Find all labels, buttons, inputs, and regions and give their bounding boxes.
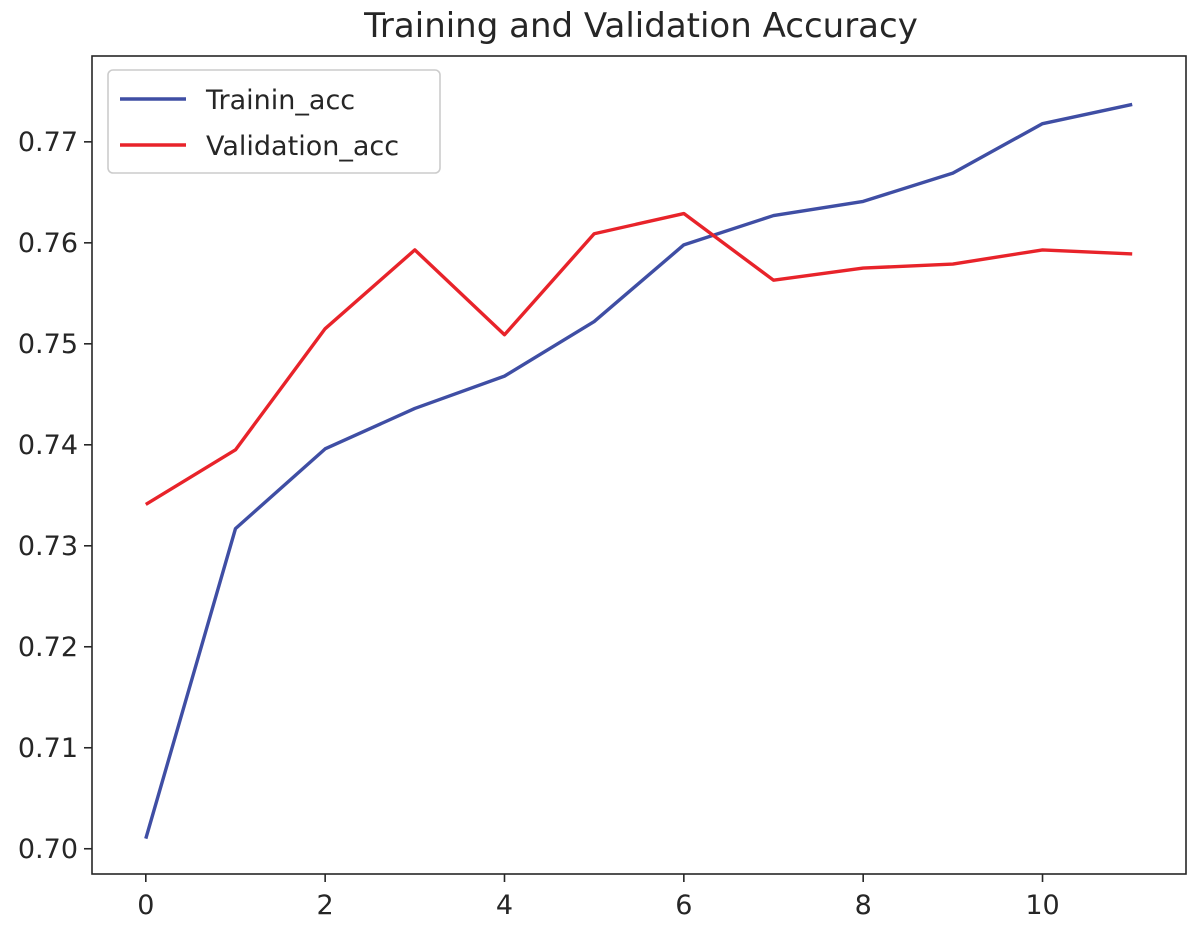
x-tick-label: 4 [496,890,513,921]
y-tick-label: 0.75 [18,329,78,360]
chart-title: Training and Validation Accuracy [363,6,918,46]
y-tick-label: 0.73 [18,531,78,562]
series-line-training [144,102,1133,840]
legend-label: Trainin_acc [205,85,355,116]
plot-area: 0.70 0.71 0.72 0.73 0.74 0.75 0.76 0.77 0 2 4 6 8 10 [18,55,1187,921]
axes-frame [91,55,1187,875]
x-tick-label: 2 [317,890,334,921]
y-tick-label: 0.72 [18,632,78,663]
y-tick-label: 0.70 [18,834,78,865]
x-tick-label: 0 [137,890,154,921]
x-tick-label: 10 [1025,890,1059,921]
legend: Trainin_acc Validation_acc [107,69,441,174]
legend-label: Validation_acc [206,131,399,162]
x-tick-label: 8 [855,890,872,921]
x-tick-label: 6 [675,890,692,921]
series-line-validation [144,211,1133,506]
y-tick-label: 0.77 [18,127,78,158]
legend-box [107,69,441,174]
y-tick-label: 0.71 [18,733,78,764]
y-tick-label: 0.76 [18,228,78,259]
y-tick-label: 0.74 [18,430,78,461]
